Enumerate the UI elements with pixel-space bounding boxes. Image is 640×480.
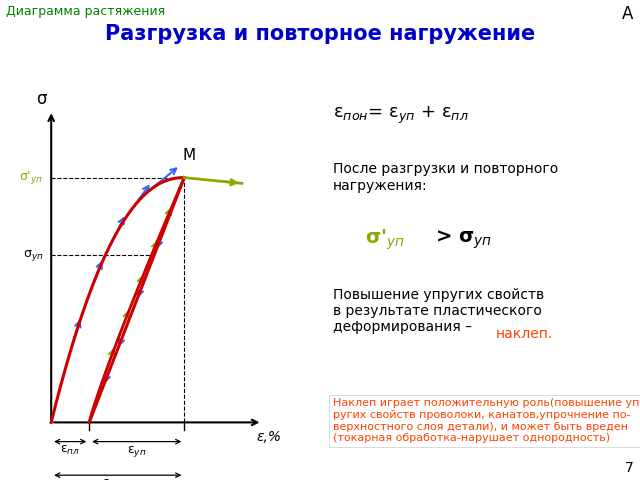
Text: наклеп.: наклеп. [496, 327, 553, 341]
Text: Разгрузка и повторное нагружение: Разгрузка и повторное нагружение [105, 24, 535, 44]
Text: ε$_{полн}$: ε$_{полн}$ [102, 478, 133, 480]
Text: Наклеп играет положительную роль(повышение уп-
ругих свойств проволоки, канатов,: Наклеп играет положительную роль(повышен… [333, 398, 640, 443]
Text: M: M [182, 148, 195, 163]
Text: После разгрузки и повторного
нагружения:: После разгрузки и повторного нагружения: [333, 163, 558, 192]
Text: А: А [622, 5, 634, 23]
Text: ε$_{уп}$: ε$_{уп}$ [127, 444, 147, 459]
Text: ε$_{пл}$: ε$_{пл}$ [60, 444, 80, 457]
Text: σ: σ [36, 90, 47, 108]
Text: ε,%: ε,% [256, 430, 282, 444]
Text: Повышение упругих свойств
в результате пластического
деформирования –: Повышение упругих свойств в результате п… [333, 288, 544, 335]
Text: σ'$_{уп}$: σ'$_{уп}$ [19, 169, 44, 186]
Text: ε$_{пон}$= ε$_{уп}$ + ε$_{пл}$: ε$_{пон}$= ε$_{уп}$ + ε$_{пл}$ [333, 105, 468, 126]
Text: > σ$_{уп}$: > σ$_{уп}$ [435, 229, 492, 251]
Text: 7: 7 [625, 461, 634, 475]
Text: σ$_{уп}$: σ$_{уп}$ [23, 248, 44, 263]
Text: Диаграмма растяжения: Диаграмма растяжения [6, 5, 166, 18]
Text: σ'$_{уп}$: σ'$_{уп}$ [365, 228, 404, 252]
